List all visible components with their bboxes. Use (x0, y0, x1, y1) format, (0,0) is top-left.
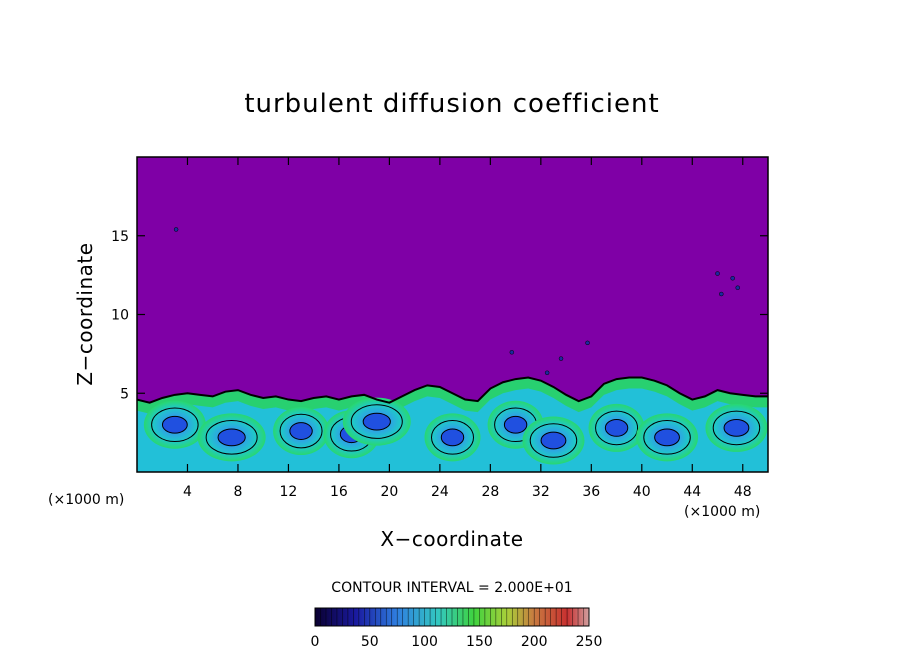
colorbar-frame (314, 607, 590, 627)
eddy-core (503, 415, 528, 434)
eddy-contour (529, 423, 578, 458)
boundary-layer-contour (137, 376, 768, 404)
eddy-core (362, 412, 391, 431)
eddy-core (161, 415, 188, 434)
chart-title: turbulent diffusion coefficient (244, 89, 659, 119)
x-tick-label: 28 (481, 484, 499, 500)
x-tick-label: 44 (683, 484, 701, 500)
colorbar-tick-label: 50 (361, 634, 379, 650)
small-feature (558, 356, 564, 361)
x-axis-ticks: 4 8 12 16 20 24 28 32 36 40 44 48 (183, 157, 752, 500)
colorbar-tick-label: 100 (411, 634, 438, 650)
x-tick-label: 16 (330, 484, 348, 500)
eddy-core (440, 428, 465, 447)
eddy-core (289, 422, 313, 440)
eddy-contour (151, 407, 199, 443)
eddy-contour (350, 404, 403, 439)
eddy-contour (643, 420, 691, 455)
eddy-contour (431, 420, 474, 455)
eddy-core (604, 419, 629, 437)
eddy-cell (342, 397, 411, 446)
small-feature (735, 285, 740, 290)
x-unit-left: (×1000 m) (48, 492, 124, 508)
small-feature (719, 291, 724, 297)
x-tick-label: 12 (280, 484, 298, 500)
small-feature (585, 340, 590, 346)
boundary-layer (137, 227, 768, 472)
x-tick-label: 48 (734, 484, 752, 500)
x-tick-label: 36 (582, 484, 600, 500)
x-axis-label: X−coordinate (380, 527, 523, 551)
y-axis-label: Z−coordinate (73, 242, 97, 385)
colorbar-tick-label: 150 (466, 634, 493, 650)
eddy-core (723, 419, 750, 437)
y-axis-ticks: 5 10 15 (111, 229, 768, 402)
small-feature (509, 350, 515, 355)
y-tick-label: 15 (111, 229, 129, 245)
eddy-cell (424, 413, 481, 462)
x-tick-label: 8 (233, 484, 242, 500)
eddy-cell (143, 400, 206, 449)
colorbar-tick-label: 250 (576, 634, 603, 650)
colorbar-ticks: 0 50 100 150 200 250 (311, 634, 603, 650)
eddy-core (540, 431, 567, 450)
colorbar-tick-label: 200 (521, 634, 548, 650)
colorbar-tick-label: 0 (311, 634, 320, 650)
eddy-core (217, 428, 246, 447)
eddy-contour (205, 420, 258, 455)
x-tick-label: 32 (532, 484, 550, 500)
colorbar: 0 50 100 150 200 250 (311, 607, 603, 650)
x-tick-label: 24 (431, 484, 449, 500)
x-tick-label: 40 (633, 484, 651, 500)
x-unit-right: (×1000 m) (684, 504, 760, 520)
y-tick-label: 5 (120, 386, 129, 402)
eddy-cell (588, 403, 645, 452)
y-tick-label: 10 (111, 308, 129, 324)
contour-interval-label: CONTOUR INTERVAL = 2.000E+01 (331, 580, 572, 596)
eddy-contour (595, 410, 639, 446)
eddy-cell (522, 416, 585, 465)
eddy-cell (705, 403, 768, 452)
small-feature (715, 271, 720, 276)
x-tick-label: 4 (183, 484, 192, 500)
eddy-contour (712, 410, 761, 446)
eddy-cell (273, 407, 330, 456)
x-tick-label: 20 (380, 484, 398, 500)
small-feature (173, 227, 179, 232)
small-feature (730, 276, 735, 281)
eddy-cell (197, 413, 266, 462)
plot-area (137, 157, 768, 472)
small-feature (544, 370, 550, 376)
eddy-contour (279, 413, 323, 449)
eddy-cell (636, 413, 699, 462)
eddy-core (654, 428, 680, 447)
